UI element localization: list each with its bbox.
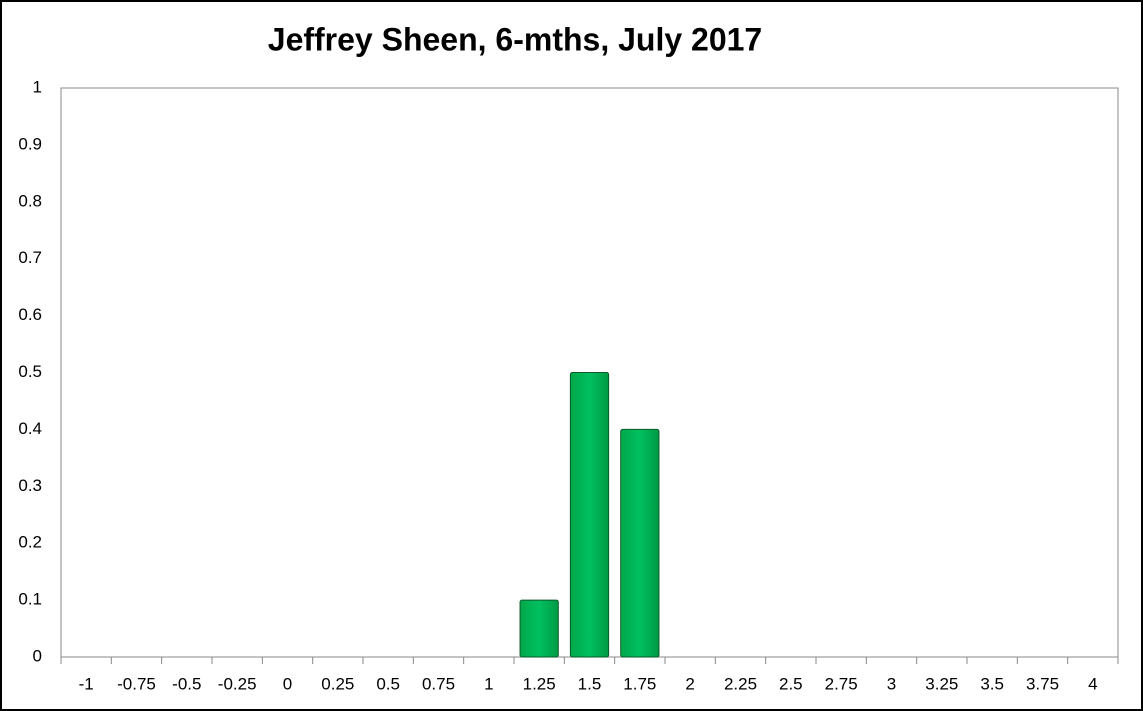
x-tick-label: 2 bbox=[685, 674, 694, 693]
bar bbox=[569, 372, 610, 658]
y-tick-label: 0.4 bbox=[18, 419, 42, 438]
x-tick-label: -0.75 bbox=[117, 674, 156, 693]
bar bbox=[620, 428, 660, 658]
x-tick-label: -0.5 bbox=[172, 674, 201, 693]
bar bbox=[519, 599, 559, 658]
y-tick-label: 0.8 bbox=[18, 191, 42, 210]
y-tick-label: 0.5 bbox=[18, 362, 42, 381]
x-tick-label: 0 bbox=[283, 674, 292, 693]
y-tick-label: 1 bbox=[33, 77, 42, 96]
x-tick-label: 0.25 bbox=[321, 674, 354, 693]
x-tick-label: 0.5 bbox=[376, 674, 400, 693]
x-tick-label: 1 bbox=[484, 674, 493, 693]
x-tick-label: 1.75 bbox=[623, 674, 656, 693]
x-tick-label: -0.25 bbox=[218, 674, 257, 693]
x-tick-label: 2.5 bbox=[779, 674, 803, 693]
x-tick-label: 1.25 bbox=[523, 674, 556, 693]
x-tick-label: 4 bbox=[1088, 674, 1097, 693]
x-tick-label: 3.25 bbox=[925, 674, 958, 693]
x-tick-label: 3 bbox=[887, 674, 896, 693]
y-tick-label: 0.9 bbox=[18, 134, 42, 153]
x-tick-label: 0.75 bbox=[422, 674, 455, 693]
y-tick-label: 0.2 bbox=[18, 533, 42, 552]
y-tick-label: 0 bbox=[33, 646, 42, 665]
y-tick-label: 0.6 bbox=[18, 305, 42, 324]
x-tick-label: 2.75 bbox=[825, 674, 858, 693]
y-tick-label: 0.7 bbox=[18, 248, 42, 267]
x-tick-label: -1 bbox=[79, 674, 94, 693]
y-tick-label: 0.3 bbox=[18, 476, 42, 495]
x-tick-label: 3.75 bbox=[1026, 674, 1059, 693]
x-tick-label: 1.5 bbox=[578, 674, 602, 693]
x-tick-label: 2.25 bbox=[724, 674, 757, 693]
x-tick-label: 3.5 bbox=[980, 674, 1004, 693]
y-tick-label: 0.1 bbox=[18, 590, 42, 609]
chart-title: Jeffrey Sheen, 6-mths, July 2017 bbox=[268, 21, 762, 57]
